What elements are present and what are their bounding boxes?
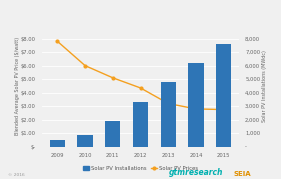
Bar (105, 121, 121, 147)
Bar (160, 82, 176, 147)
Y-axis label: Blended Average Solar PV Price ($/watt): Blended Average Solar PV Price ($/watt) (15, 37, 19, 135)
Legend: Solar PV Installations, Solar PV Prices: Solar PV Installations, Solar PV Prices (81, 164, 200, 173)
Text: gtmresearch: gtmresearch (169, 168, 223, 177)
Text: © 2016: © 2016 (8, 173, 25, 177)
Bar (188, 63, 203, 147)
Text: SEIA: SEIA (233, 171, 251, 177)
Bar (133, 102, 148, 147)
Y-axis label: Solar PV Installations (MWdc): Solar PV Installations (MWdc) (262, 50, 267, 122)
Bar (50, 140, 65, 147)
Bar (78, 135, 93, 147)
Bar (216, 44, 231, 147)
